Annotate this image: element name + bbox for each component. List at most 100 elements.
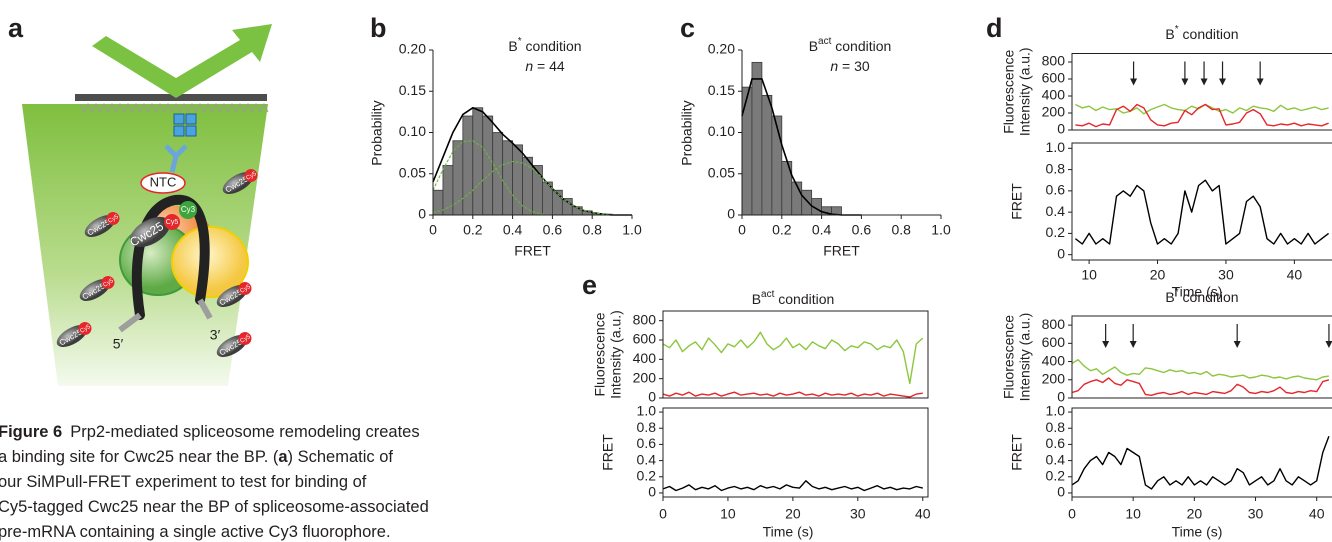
y2-axis-label: FRET: [600, 434, 616, 471]
x-tick-label: 40: [1287, 267, 1303, 283]
chart-title: B* condition: [1165, 24, 1238, 42]
bar: [522, 156, 533, 216]
y-axis-label: Fluorescence: [592, 312, 608, 396]
bar: [741, 86, 753, 216]
caption-line: our SiMPull-FRET experiment to test for …: [0, 473, 367, 491]
title-part: B: [1165, 289, 1174, 305]
x-tick-label: 20: [785, 506, 801, 522]
y-tick-label: 0.05: [708, 164, 735, 180]
trace-line: [1074, 179, 1330, 245]
bar: [482, 115, 494, 216]
y-tick-label: 0: [727, 206, 735, 222]
panel-label: e: [582, 270, 597, 300]
y2-tick-label: 0: [1057, 245, 1065, 261]
cy5-dye: [106, 212, 120, 225]
x-tick-label: 0: [659, 506, 667, 522]
caption-text: Prp2-mediated spliceosome remodeling cre…: [70, 423, 419, 441]
x-tick-label: 0.8: [891, 222, 911, 238]
slide-surface: [75, 94, 267, 101]
x-tick-label: 0.2: [463, 222, 483, 238]
y2-tick-label: 0.8: [637, 419, 657, 435]
y-tick-label: 0: [1057, 389, 1065, 405]
title-part: B: [809, 38, 818, 54]
x-tick-label: 0.4: [812, 222, 832, 238]
x-tick-label: 20: [1187, 506, 1203, 522]
cy5-label: Cy5: [239, 284, 252, 295]
title-part: B: [752, 291, 761, 307]
y2-tick-label: 0: [1057, 484, 1065, 500]
intensity-frame: [1071, 53, 1332, 131]
five-prime: 5′: [113, 336, 124, 352]
y-tick-label: 200: [633, 369, 657, 385]
cy5-dye: [244, 169, 258, 182]
fit-curve: [432, 140, 573, 216]
caption-line: a binding site for Cwc25 near the BP. (a…: [0, 448, 393, 466]
y2-axis-label: FRET: [1009, 434, 1025, 471]
x-tick-label: 0.6: [543, 222, 563, 238]
subtitle-part: = 44: [533, 58, 565, 74]
title-part: *: [518, 36, 522, 47]
x-axis-label: FRET: [823, 243, 860, 259]
caption-text: our SiMPull-FRET experiment to test for …: [0, 473, 367, 491]
bar: [761, 94, 773, 216]
trace-line: [1071, 359, 1330, 381]
panel-label: a: [8, 13, 24, 43]
cy5-label: Cy5: [239, 334, 252, 345]
y2-tick-label: 0.8: [1046, 160, 1066, 176]
y-tick-label: 0.20: [399, 41, 426, 57]
y-axis-label: Fluorescence: [1001, 50, 1017, 134]
x-tick-label: 20: [1150, 267, 1166, 283]
y2-tick-label: 0.6: [637, 435, 657, 451]
caption-text: Cy5-tagged Cwc25 near the BP of spliceos…: [0, 498, 429, 516]
y-tick-label: 600: [1042, 70, 1066, 86]
caption-line: Figure 6 Prp2-mediated spliceosome remode…: [0, 423, 420, 441]
title-part: act: [761, 289, 775, 300]
y-tick-label: 800: [1042, 53, 1066, 69]
y-tick-label: 0: [648, 389, 656, 405]
bar: [751, 61, 763, 216]
cy5-label: Cy5: [79, 324, 92, 335]
y-tick-label: 0.20: [708, 41, 735, 57]
y2-tick-label: 0.8: [1046, 419, 1066, 435]
y2-tick-label: 0: [648, 484, 656, 500]
caption-text: a binding site for Cwc25 near the BP. (: [0, 448, 279, 466]
cy5-label: Cy5: [245, 171, 258, 182]
fret-frame: [1071, 142, 1332, 261]
cy5-dye: [101, 276, 115, 289]
cwc25-protein: [130, 216, 170, 248]
ntc-complex: [140, 172, 186, 194]
y2-tick-label: 0.6: [1046, 435, 1066, 451]
x-tick-label: 30: [1218, 267, 1234, 283]
x-tick-label: 0.6: [852, 222, 872, 238]
chart-title: Bact condition: [752, 289, 835, 307]
y-axis-label: Intensity (a.u.): [1017, 47, 1033, 136]
trace-line: [662, 391, 923, 398]
chart-title: n = 30: [830, 58, 870, 74]
title-part: act: [818, 36, 832, 47]
title-part: condition: [1179, 26, 1239, 42]
subtitle-part: n: [830, 58, 838, 74]
x-tick-label: 40: [915, 506, 931, 522]
arrow-head: [1256, 78, 1264, 86]
title-part: B: [508, 38, 517, 54]
y2-tick-label: 1.0: [1046, 139, 1066, 155]
ntc-label: NTC: [150, 174, 177, 189]
title-part: *: [1175, 24, 1179, 35]
arrow-head: [1200, 78, 1208, 86]
y-tick-label: 400: [1042, 352, 1066, 368]
cy5-label: Cy5: [107, 214, 120, 225]
caption-text: ) Schematic of: [288, 448, 394, 466]
cy5-label: Cy5: [166, 219, 179, 226]
bar: [502, 140, 513, 216]
y-tick-label: 400: [633, 350, 657, 366]
title-part: B: [1165, 26, 1174, 42]
x-axis-label: FRET: [514, 243, 551, 259]
cy5-dye: [164, 214, 180, 230]
bar: [771, 115, 783, 216]
arrow-head: [1129, 341, 1137, 348]
cy5-dye: [238, 332, 252, 345]
panel-label: b: [370, 13, 387, 43]
y2-tick-label: 0.4: [1046, 451, 1066, 467]
cy5-label: Cy5: [102, 278, 115, 289]
